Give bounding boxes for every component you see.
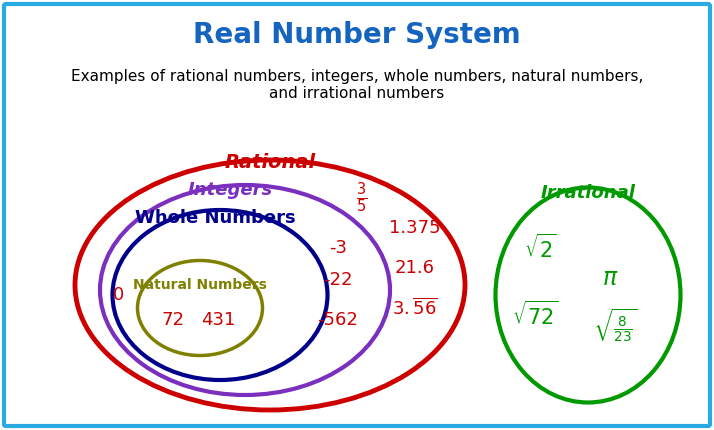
Text: 431: 431 [201,311,235,329]
Text: $\frac{3}{5}$: $\frac{3}{5}$ [356,181,368,215]
Text: $\sqrt{2}$: $\sqrt{2}$ [523,234,556,262]
Text: -22: -22 [323,271,353,289]
Text: $\pi$: $\pi$ [602,266,618,290]
Text: Real Number System: Real Number System [193,21,521,49]
Text: 0: 0 [112,286,124,304]
Text: 1.375: 1.375 [389,219,441,237]
Text: $\sqrt{72}$: $\sqrt{72}$ [512,301,558,329]
Text: -3: -3 [329,239,347,257]
Text: $\sqrt{\frac{8}{23}}$: $\sqrt{\frac{8}{23}}$ [593,306,638,344]
Text: Rational: Rational [224,154,316,172]
Text: Natural Numbers: Natural Numbers [133,278,267,292]
Text: 21.6: 21.6 [395,259,435,277]
Text: $3.\overline{56}$: $3.\overline{56}$ [392,297,438,319]
Text: Integers: Integers [187,181,273,199]
Text: 72: 72 [161,311,184,329]
Text: Whole Numbers: Whole Numbers [135,209,296,227]
Text: Irrational: Irrational [540,184,635,202]
Text: Examples of rational numbers, integers, whole numbers, natural numbers,
and irra: Examples of rational numbers, integers, … [71,69,643,101]
Text: -562: -562 [318,311,358,329]
